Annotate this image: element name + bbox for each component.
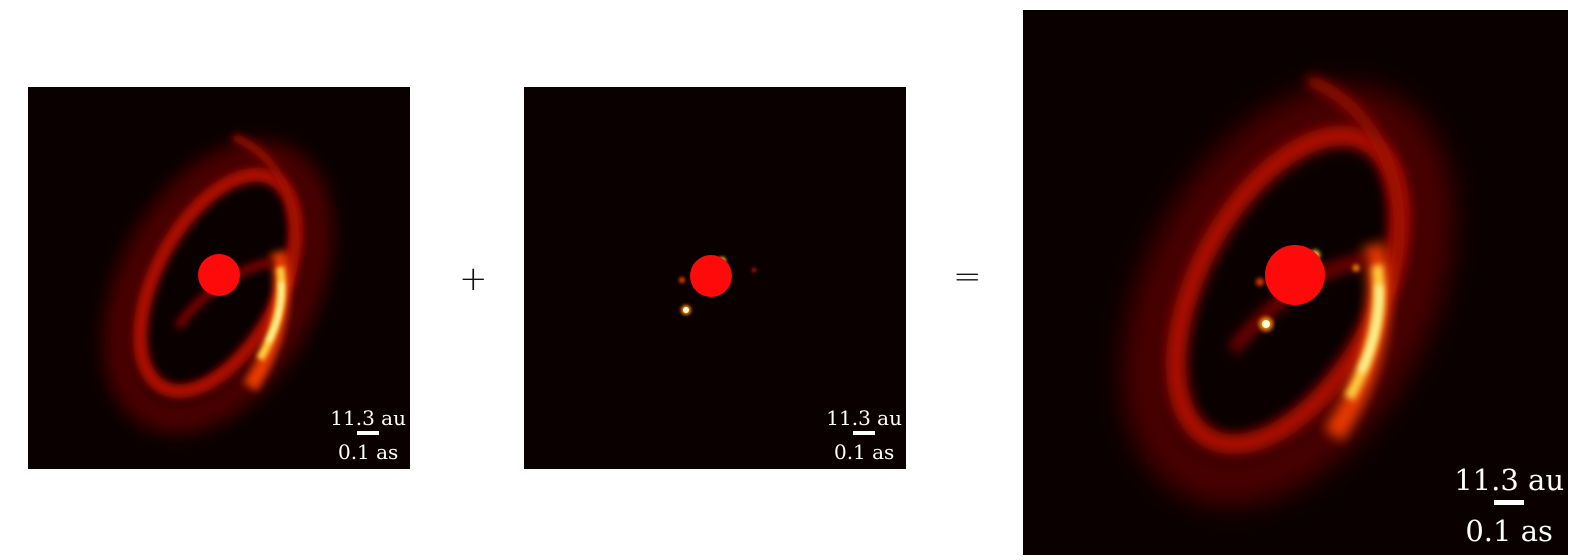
scale-au-label: 11.3 au	[330, 406, 406, 430]
planet-point	[1352, 264, 1360, 272]
coronagraph-mask	[198, 254, 240, 296]
scale-as-label: 0.1 as	[1465, 514, 1553, 548]
scale-as-label: 0.1 as	[833, 440, 895, 464]
scale-bar-line	[1494, 500, 1525, 505]
plus-operator: +	[459, 259, 488, 299]
scale-au-label: 11.3 au	[1454, 463, 1564, 497]
scale-bar: 11.3 au 0.1 as	[826, 407, 902, 463]
coronagraph-mask	[1265, 245, 1325, 305]
combined-image-panel: 11.3 au 0.1 as	[1023, 10, 1568, 555]
disk-image	[103, 133, 333, 434]
scale-as-label: 0.1 as	[337, 440, 399, 464]
scale-bar-line	[357, 431, 380, 435]
planet-point-core	[1262, 320, 1270, 328]
planet-point	[1256, 278, 1264, 286]
planets-image-panel: 11.3 au 0.1 as	[524, 87, 906, 469]
disk-image-panel: 11.3 au 0.1 as	[28, 87, 410, 469]
disk-rings	[1122, 74, 1454, 506]
combined-image	[1122, 74, 1454, 506]
planet-sources	[1256, 250, 1360, 331]
planets-image	[679, 255, 757, 315]
scale-bar: 11.3 au 0.1 as	[330, 407, 406, 463]
scale-bar-line	[853, 431, 876, 435]
equals-operator: =	[953, 257, 982, 297]
planet-point-core	[683, 307, 689, 313]
planet-point	[679, 277, 685, 283]
disk-rings	[103, 133, 333, 434]
scale-bar: 11.3 au 0.1 as	[1454, 464, 1564, 547]
coronagraph-mask	[690, 255, 732, 297]
scale-au-label: 11.3 au	[826, 406, 902, 430]
planet-point	[751, 267, 757, 273]
